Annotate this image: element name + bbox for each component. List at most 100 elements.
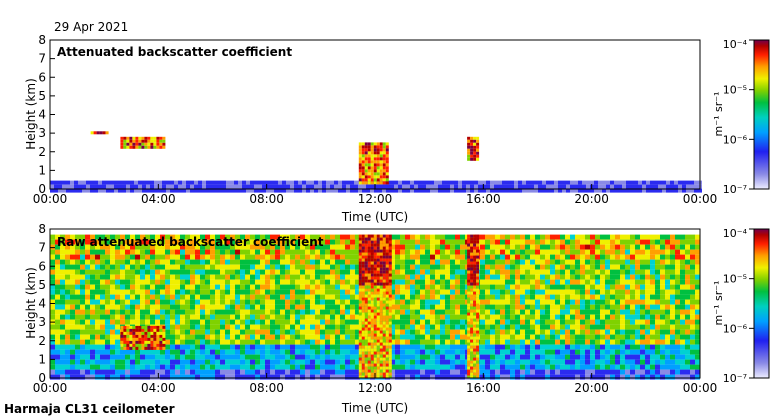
heatmap-cell bbox=[358, 309, 362, 313]
y-tick-label: 0 bbox=[38, 182, 46, 196]
heatmap-cell bbox=[210, 244, 215, 250]
heatmap-cell bbox=[286, 180, 290, 185]
heatmap-cell bbox=[145, 369, 150, 375]
heatmap-cell bbox=[175, 329, 180, 335]
heatmap-cell bbox=[455, 264, 460, 270]
heatmap-cell bbox=[180, 239, 185, 245]
heatmap-cell bbox=[385, 160, 389, 164]
heatmap-cell bbox=[141, 337, 145, 341]
heatmap-cell bbox=[250, 244, 255, 250]
heatmap-cell bbox=[598, 184, 602, 189]
heatmap-cell bbox=[373, 166, 377, 170]
heatmap-cell bbox=[685, 304, 690, 310]
heatmap-cell bbox=[305, 259, 310, 265]
heatmap-cell bbox=[535, 264, 540, 270]
heatmap-cell bbox=[320, 289, 325, 295]
heatmap-cell bbox=[594, 188, 598, 193]
heatmap-cell bbox=[405, 304, 410, 310]
heatmap-cell bbox=[395, 334, 400, 340]
heatmap-cell bbox=[430, 299, 435, 305]
heatmap-cell bbox=[376, 264, 380, 268]
heatmap-cell bbox=[490, 309, 495, 315]
heatmap-cell bbox=[660, 334, 665, 340]
heatmap-cell bbox=[275, 324, 280, 330]
heatmap-cell bbox=[138, 334, 142, 338]
heatmap-cell bbox=[585, 369, 590, 375]
heatmap-cell bbox=[385, 154, 389, 158]
heatmap-cell bbox=[430, 314, 435, 320]
heatmap-cell bbox=[545, 374, 550, 380]
heatmap-cell bbox=[75, 264, 80, 270]
heatmap-cell bbox=[415, 299, 420, 305]
heatmap-cell bbox=[335, 334, 340, 340]
heatmap-cell bbox=[560, 314, 565, 320]
heatmap-cell bbox=[330, 344, 335, 350]
heatmap-cell bbox=[115, 374, 120, 380]
heatmap-cell bbox=[278, 180, 282, 185]
heatmap-cell bbox=[665, 359, 670, 365]
heatmap-cell bbox=[665, 344, 670, 350]
heatmap-cell bbox=[685, 369, 690, 375]
heatmap-cell bbox=[55, 274, 60, 280]
heatmap-cell bbox=[690, 289, 695, 295]
heatmap-cell bbox=[215, 329, 220, 335]
heatmap-cell bbox=[290, 254, 295, 260]
heatmap-cell bbox=[305, 314, 310, 320]
heatmap-cell bbox=[110, 309, 115, 315]
heatmap-cell bbox=[170, 329, 175, 335]
heatmap-cell bbox=[560, 259, 565, 265]
heatmap-cell bbox=[410, 349, 415, 355]
heatmap-cell bbox=[195, 359, 200, 365]
heatmap-cell bbox=[358, 267, 362, 271]
heatmap-cell bbox=[135, 234, 140, 240]
heatmap-cell bbox=[500, 354, 505, 360]
heatmap-cell bbox=[560, 364, 565, 370]
heatmap-cell bbox=[295, 324, 300, 330]
heatmap-cell bbox=[690, 329, 695, 335]
heatmap-cell bbox=[665, 259, 670, 265]
heatmap-cell bbox=[615, 249, 620, 255]
heatmap-cell bbox=[130, 364, 135, 370]
heatmap-cell bbox=[390, 289, 395, 295]
heatmap-cell bbox=[660, 239, 665, 245]
heatmap-cell bbox=[350, 279, 355, 285]
heatmap-cell bbox=[245, 329, 250, 335]
heatmap-cell bbox=[615, 324, 620, 330]
heatmap-cell bbox=[235, 314, 240, 320]
heatmap-cell bbox=[430, 369, 435, 375]
heatmap-cell bbox=[680, 359, 685, 365]
heatmap-cell bbox=[132, 340, 136, 344]
heatmap-cell bbox=[680, 269, 685, 275]
heatmap-cell bbox=[370, 175, 374, 179]
heatmap-cell bbox=[473, 151, 477, 155]
heatmap-cell bbox=[460, 264, 465, 270]
heatmap-cell bbox=[575, 329, 580, 335]
heatmap-cell bbox=[150, 354, 155, 360]
heatmap-cell bbox=[320, 344, 325, 350]
heatmap-cell bbox=[645, 259, 650, 265]
heatmap-cell bbox=[210, 239, 215, 245]
heatmap-cell bbox=[585, 339, 590, 345]
heatmap-cell bbox=[95, 254, 100, 260]
heatmap-cell bbox=[60, 244, 65, 250]
heatmap-cell bbox=[150, 145, 154, 149]
heatmap-cell bbox=[460, 354, 465, 360]
heatmap-cell bbox=[520, 269, 525, 275]
heatmap-cell bbox=[165, 299, 170, 305]
heatmap-cell bbox=[634, 184, 638, 189]
heatmap-cell bbox=[153, 340, 157, 344]
heatmap-cell bbox=[358, 306, 362, 310]
heatmap-cell bbox=[185, 239, 190, 245]
heatmap-cell bbox=[330, 309, 335, 315]
heatmap-cell bbox=[480, 359, 485, 365]
heatmap-cell bbox=[495, 279, 500, 285]
heatmap-cell bbox=[415, 234, 420, 240]
heatmap-cell bbox=[55, 249, 60, 255]
heatmap-cell bbox=[376, 145, 380, 149]
heatmap-cell bbox=[54, 188, 58, 193]
heatmap-cell bbox=[635, 269, 640, 275]
heatmap-cell bbox=[373, 264, 377, 268]
heatmap-cell bbox=[140, 244, 145, 250]
heatmap-cell bbox=[358, 157, 362, 161]
heatmap-cell bbox=[595, 239, 600, 245]
